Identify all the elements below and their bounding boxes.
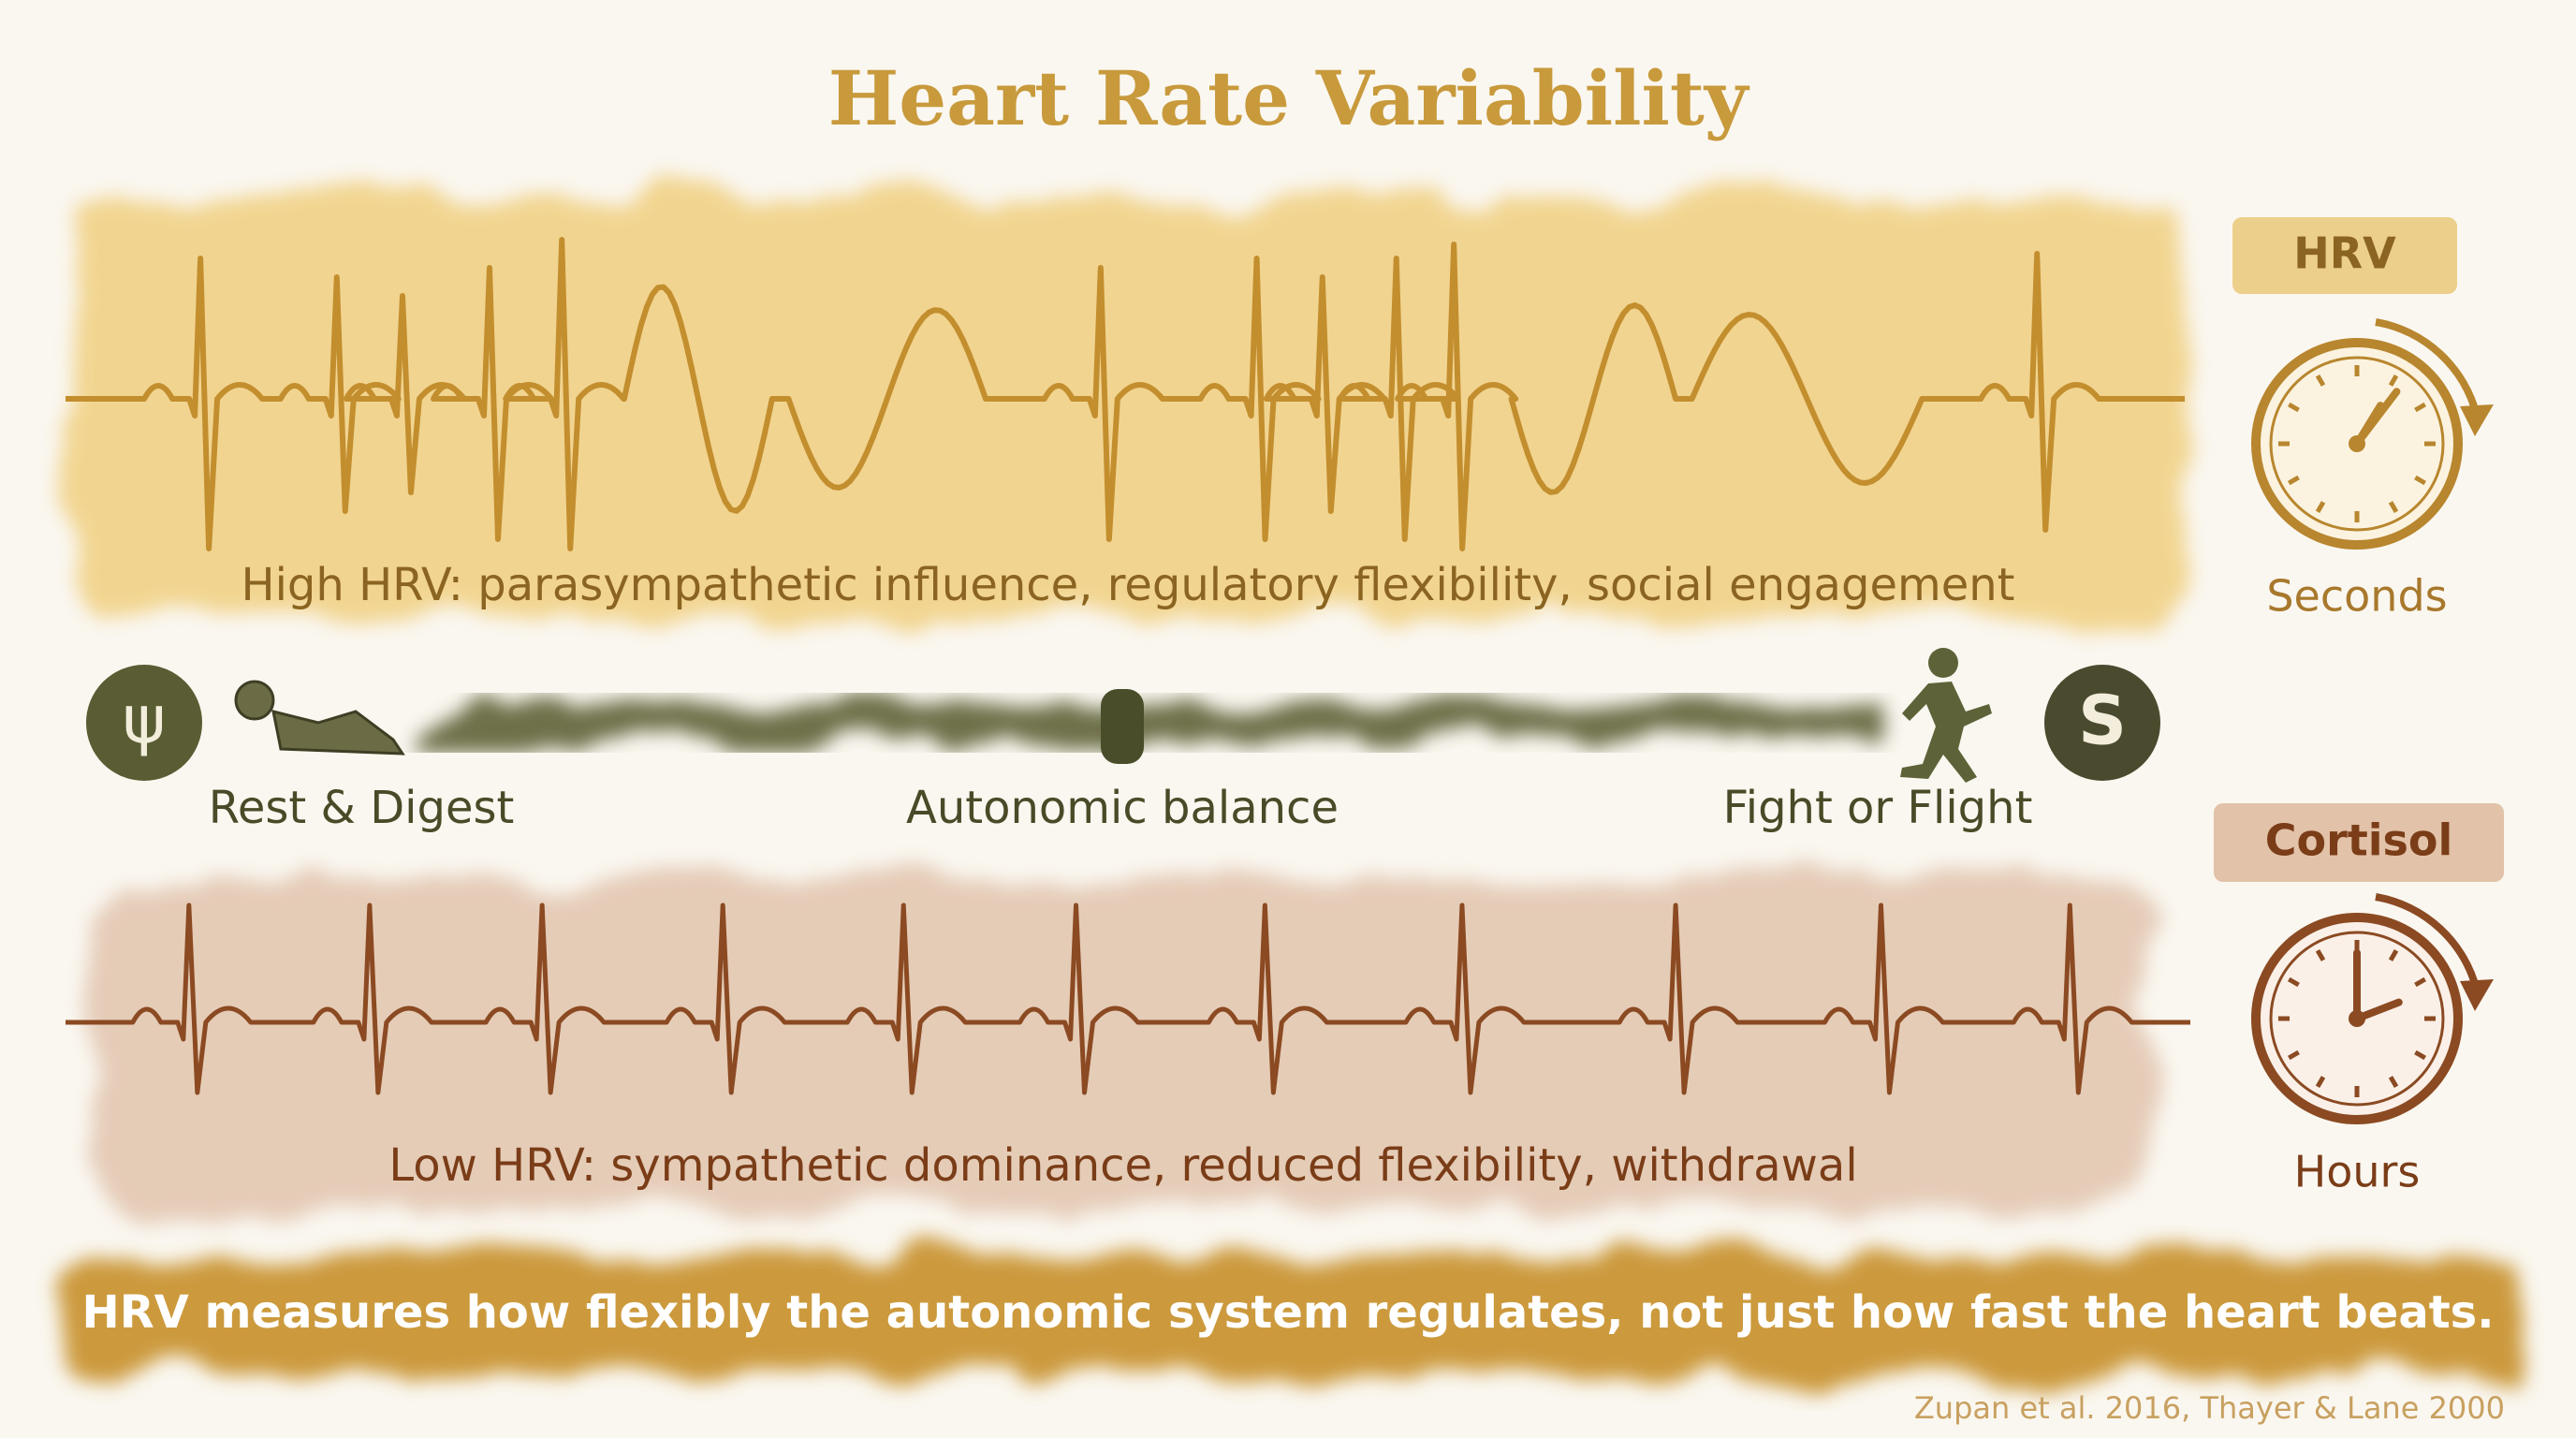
hours-label: Hours [2294,1147,2421,1197]
clock-arrow [2375,893,2481,991]
clock-tick [2288,976,2300,988]
sympathetic-symbol: S [2078,682,2127,760]
clock-tick [2315,374,2326,387]
clock-tick [2288,1049,2300,1061]
hrv-tag: HRV [2293,228,2396,279]
clock-tick [2414,976,2426,988]
clock-tick [2288,475,2300,486]
low-hrv-band [94,880,2153,1208]
resting-person-icon [234,680,405,756]
clock-tick [2315,1076,2326,1088]
cortisol-tag-box [2214,803,2504,882]
clock-tick [2388,949,2399,961]
balance-label: Autonomic balance [906,782,1339,834]
parasympathetic-symbol: ψ [123,682,166,758]
rest-digest-label: Rest & Digest [209,782,515,834]
clock-tick [2388,374,2399,387]
sympathetic-badge [2044,665,2160,781]
footer-band [56,1255,2518,1374]
clock-inner [2269,356,2445,532]
title: Heart Rate Variability [828,54,1750,142]
citation: Zupan et al. 2016, Thayer & Lane 2000 [1914,1390,2505,1426]
clock-inner [2269,931,2445,1107]
high-hrv-band [75,197,2181,618]
hrv-tag-box [2232,217,2457,294]
clock-tick [2388,501,2399,513]
clock-tick [2315,501,2326,513]
footer-message: HRV measures how flexibly the autonomic … [82,1286,2495,1339]
cortisol-tag: Cortisol [2265,815,2453,866]
hours-clock [2251,893,2494,1124]
running-person-icon [1900,648,1992,783]
clock-arrowhead [2460,404,2494,436]
fight-flight-label: Fight or Flight [1723,782,2033,834]
clock-tick [2288,402,2300,413]
low-hrv-waveform [66,902,2190,1095]
clock-tick [2414,402,2426,413]
high-hrv-label: High HRV: parasympathetic influence, reg… [241,559,2014,611]
clock-pin [2349,1010,2365,1027]
clock-tick [2388,1076,2399,1088]
clock-tick [2315,949,2326,961]
clock-tick [2414,1049,2426,1061]
clock-pin [2349,435,2365,452]
clock-arrow [2375,318,2481,417]
balance-marker [1101,689,1144,764]
parasympathetic-badge [86,665,202,781]
seconds-clock [2251,318,2494,550]
high-hrv-waveform [66,237,2185,551]
clock-arrowhead [2460,979,2494,1011]
seconds-label: Seconds [2266,571,2447,622]
low-hrv-label: Low HRV: sympathetic dominance, reduced … [388,1139,1857,1192]
clock-tick [2414,475,2426,486]
